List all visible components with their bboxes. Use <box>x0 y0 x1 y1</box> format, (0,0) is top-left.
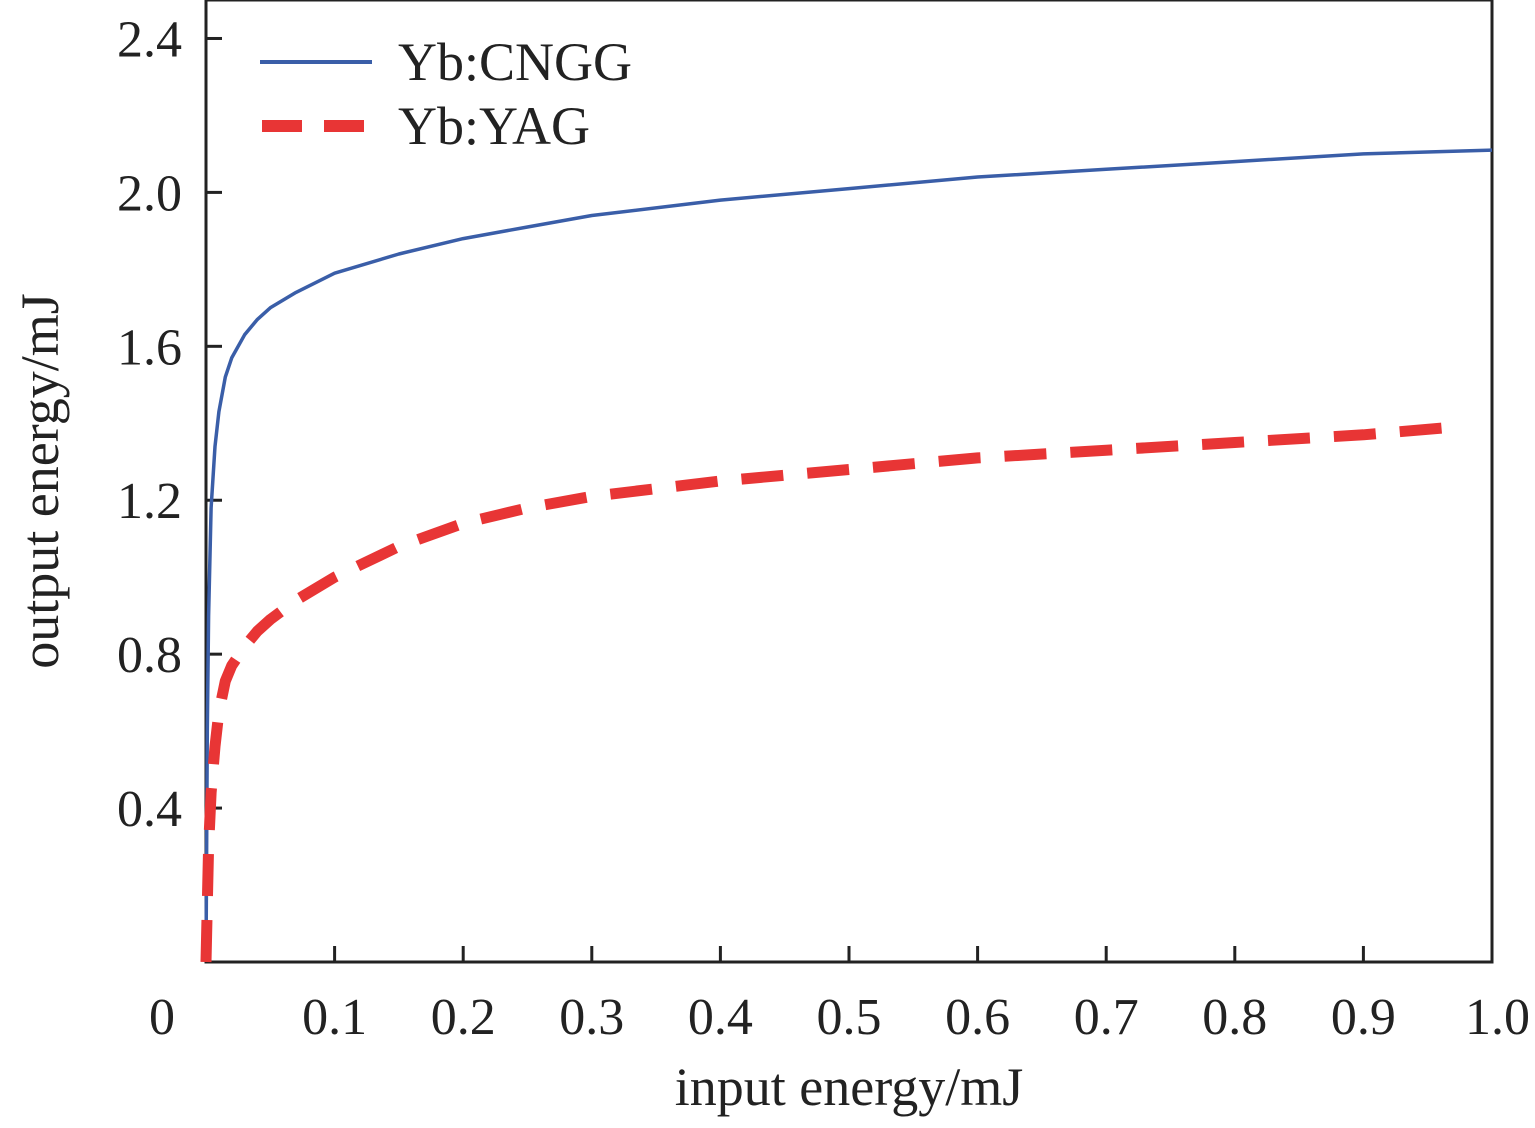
legend-label-yb-cngg: Yb:CNGG <box>398 32 632 92</box>
series-line-yb-yag <box>200 421 1454 963</box>
x-tick-label: 0.4 <box>688 989 753 1046</box>
legend-label-yb-yag: Yb:YAG <box>398 96 590 156</box>
x-tick-label: 0.5 <box>817 989 882 1046</box>
x-axis-label: input energy/mJ <box>675 1057 1023 1117</box>
y-tick-label: 0.4 <box>117 781 182 838</box>
x-tick-label: 0.6 <box>945 989 1010 1046</box>
x-tick-label: 0.2 <box>431 989 496 1046</box>
x-tick-label: 0.8 <box>1202 989 1267 1046</box>
x-tick-label: 1.0 <box>1465 989 1530 1046</box>
y-tick-label: 1.6 <box>117 319 182 376</box>
series-line-yb-cngg <box>204 148 1493 963</box>
legend: Yb:CNGG Yb:YAG <box>260 32 632 156</box>
y-tick-label: 2.4 <box>117 11 182 68</box>
y-tick-label: 2.0 <box>117 165 182 222</box>
series-layer <box>200 148 1493 963</box>
y-axis-ticks: 0.4 0.8 1.2 1.6 2.0 2.4 <box>117 11 222 838</box>
x-tick-label: 0.7 <box>1074 989 1139 1046</box>
y-tick-label: 1.2 <box>117 473 182 530</box>
y-tick-label: 0.8 <box>117 627 182 684</box>
x-origin-tick-label: 0 <box>149 989 175 1046</box>
x-axis-ticks: 0.1 0.2 0.3 0.4 0.5 0.6 0.7 0.8 0.9 1.0 <box>302 946 1530 1046</box>
y-axis-label: output energy/mJ <box>10 293 70 668</box>
x-tick-label: 0.3 <box>559 989 624 1046</box>
x-tick-label: 0.1 <box>302 989 367 1046</box>
x-tick-label: 0.9 <box>1331 989 1396 1046</box>
